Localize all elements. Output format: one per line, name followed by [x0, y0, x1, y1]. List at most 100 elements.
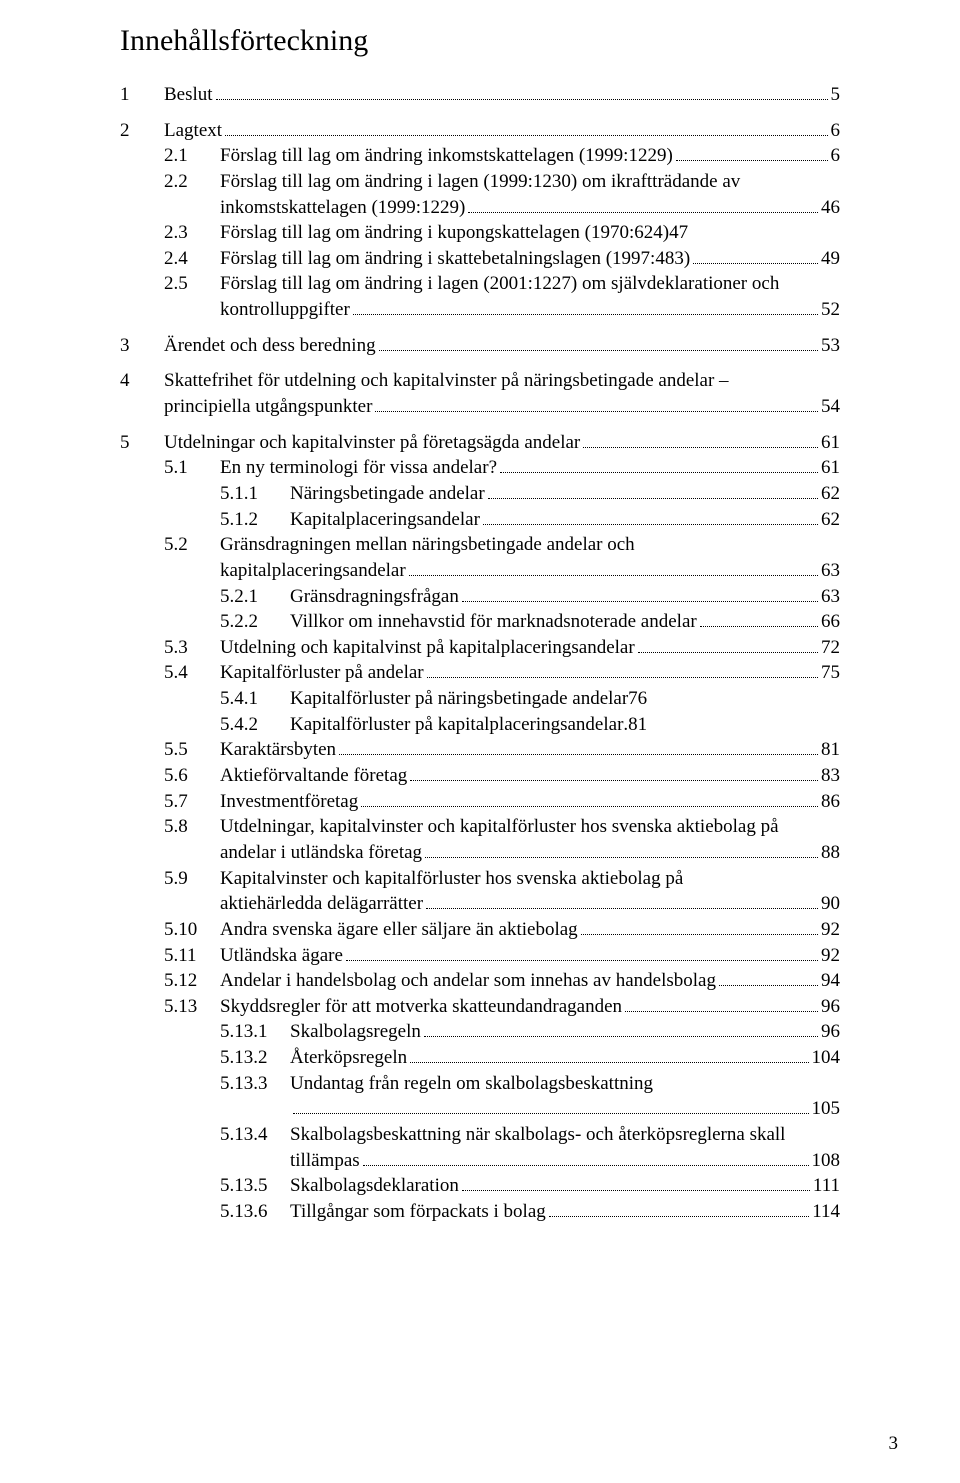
toc-entry-label: Investmentföretag	[220, 789, 358, 815]
toc-entry-label: Skattefrihet för utdelning och kapitalvi…	[164, 368, 729, 394]
toc-entry-label: Skalbolagsregeln	[290, 1019, 421, 1045]
toc-entry-number: 5.13.5	[220, 1173, 290, 1199]
toc-entry-page: 5	[831, 82, 841, 108]
toc-entry-page: 62	[821, 481, 840, 507]
toc-entry-line: 5.5Karaktärsbyten 81	[120, 737, 840, 763]
toc-entry-line: 5.2.1Gränsdragningsfrågan 63	[120, 584, 840, 610]
toc-entry-label: Beslut	[164, 82, 213, 108]
toc-entry-page: 6	[831, 143, 841, 169]
toc-leader	[549, 1202, 809, 1217]
toc-entry-number: 5.9	[164, 866, 220, 892]
toc-entry-line: 5.13Skyddsregler för att motverka skatte…	[120, 994, 840, 1020]
toc-entry-label: Utdelningar och kapitalvinster på företa…	[164, 430, 580, 456]
toc-entry-page: 81	[628, 712, 647, 738]
toc-entry-line: 2.2Förslag till lag om ändring i lagen (…	[120, 169, 840, 195]
toc-leader	[700, 612, 818, 627]
toc-leader	[638, 638, 818, 653]
toc-spacer	[120, 323, 840, 333]
toc-entry-page: 96	[821, 1019, 840, 1045]
toc-entry-label: Förslag till lag om ändring i lagen (200…	[220, 271, 779, 297]
toc-entry-line: 2.1Förslag till lag om ändring inkomstsk…	[120, 143, 840, 169]
toc-entry-page: 90	[821, 891, 840, 917]
toc-entry-line: 5.10Andra svenska ägare eller säljare än…	[120, 917, 840, 943]
toc-entry-number: 5.13	[164, 994, 220, 1020]
toc-entry-line: kontrolluppgifter 52	[120, 297, 840, 323]
toc-entry-line: 5.13.3Undantag från regeln om skalbolags…	[120, 1071, 840, 1097]
toc-entry-label: Karaktärsbyten	[220, 737, 336, 763]
toc-entry-line: 5.9Kapitalvinster och kapitalförluster h…	[120, 866, 840, 892]
toc-entry-label: aktiehärledda delägarrätter	[220, 891, 423, 917]
toc-entry-label: Gränsdragningsfrågan	[290, 584, 459, 610]
toc-entry-line: andelar i utländska företag 88	[120, 840, 840, 866]
toc-entry-number: 5.5	[164, 737, 220, 763]
toc-entry-label: Förslag till lag om ändring i skattebeta…	[220, 246, 690, 272]
toc-entry-number: 2.2	[164, 169, 220, 195]
toc-leader	[424, 1022, 818, 1037]
toc-entry-label: Kapitalplaceringsandelar	[290, 507, 480, 533]
page-title: Innehållsförteckning	[120, 24, 840, 58]
toc-entry-number: 5.6	[164, 763, 220, 789]
toc-entry-label: Kapitalförluster på kapitalplaceringsand…	[290, 712, 623, 738]
toc-entry-line: 1Beslut 5	[120, 82, 840, 108]
toc-entry-line: 5.7Investmentföretag 86	[120, 789, 840, 815]
toc-leader	[426, 894, 818, 909]
toc-entry-page: 76	[628, 686, 647, 712]
toc-entry-line: 5.13.6Tillgångar som förpackats i bolag …	[120, 1199, 840, 1225]
toc-entry-line: 4Skattefrihet för utdelning och kapitalv…	[120, 368, 840, 394]
toc-entry-page: 94	[821, 968, 840, 994]
toc-leader	[719, 971, 818, 986]
toc-entry-page: 72	[821, 635, 840, 661]
toc-leader	[693, 249, 818, 264]
toc-entry-page: 75	[821, 660, 840, 686]
toc-entry-number: 3	[120, 333, 164, 359]
toc-entry-label: Undantag från regeln om skalbolagsbeskat…	[290, 1071, 653, 1097]
toc-entry-number: 2.1	[164, 143, 220, 169]
toc-spacer	[120, 108, 840, 118]
toc-entry-label: Utdelning och kapitalvinst på kapitalpla…	[220, 635, 635, 661]
toc-entry-line: 5.13.1Skalbolagsregeln 96	[120, 1019, 840, 1045]
toc-entry-line: 2Lagtext 6	[120, 118, 840, 144]
toc-entry-line: 5.2.2Villkor om innehavstid för marknads…	[120, 609, 840, 635]
toc-entry-label: kontrolluppgifter	[220, 297, 350, 323]
toc-leader	[339, 740, 818, 755]
toc-entry-number: 5.4.2	[220, 712, 290, 738]
toc-entry-page: 88	[821, 840, 840, 866]
toc-leader	[225, 120, 827, 135]
toc-entry-label: En ny terminologi för vissa andelar?	[220, 455, 497, 481]
toc-entry-number: 2.3	[164, 220, 220, 246]
toc-entry-page: 66	[821, 609, 840, 635]
toc-entry-page: 111	[813, 1173, 840, 1199]
toc-entry-line: 2.5Förslag till lag om ändring i lagen (…	[120, 271, 840, 297]
toc-leader	[500, 458, 818, 473]
toc-entry-page: 6	[831, 118, 841, 144]
toc-body: 1Beslut 52Lagtext 62.1Förslag till lag o…	[120, 82, 840, 1225]
toc-leader	[483, 509, 818, 524]
toc-entry-number: 5.10	[164, 917, 220, 943]
toc-entry-label: Återköpsregeln	[290, 1045, 407, 1071]
toc-entry-line: aktiehärledda delägarrätter 90	[120, 891, 840, 917]
toc-entry-number: 5.2.1	[220, 584, 290, 610]
toc-entry-number: 2.5	[164, 271, 220, 297]
toc-entry-line: inkomstskattelagen (1999:1229) 46	[120, 195, 840, 221]
toc-leader	[462, 586, 818, 601]
toc-leader	[375, 397, 818, 412]
toc-entry-label: Skyddsregler för att motverka skatteunda…	[220, 994, 622, 1020]
toc-entry-line: 3Ärendet och dess beredning 53	[120, 333, 840, 359]
toc-page: Innehållsförteckning 1Beslut 5 2Lagtext 6…	[0, 0, 960, 1483]
toc-entry-line: 5.1.2Kapitalplaceringsandelar 62	[120, 507, 840, 533]
toc-entry-number: 5.3	[164, 635, 220, 661]
toc-leader	[625, 997, 818, 1012]
toc-entry-number: 5.13.2	[220, 1045, 290, 1071]
toc-entry-line: 2.3Förslag till lag om ändring i kupongs…	[120, 220, 840, 246]
toc-entry-page: 54	[821, 394, 840, 420]
toc-entry-number: 5	[120, 430, 164, 456]
toc-entry-line: 5.2Gränsdragningen mellan näringsbetinga…	[120, 532, 840, 558]
toc-entry-label: Utdelningar, kapitalvinster och kapitalf…	[220, 814, 779, 840]
toc-entry-line: 5.4.2Kapitalförluster på kapitalplacerin…	[120, 712, 840, 738]
toc-entry-label: Näringsbetingade andelar	[290, 481, 485, 507]
toc-entry-number: 5.13.1	[220, 1019, 290, 1045]
toc-entry-page: 92	[821, 917, 840, 943]
toc-entry-line: 5.12Andelar i handelsbolag och andelar s…	[120, 968, 840, 994]
toc-entry-label: Andelar i handelsbolag och andelar som i…	[220, 968, 716, 994]
toc-entry-label: Ärendet och dess beredning	[164, 333, 376, 359]
